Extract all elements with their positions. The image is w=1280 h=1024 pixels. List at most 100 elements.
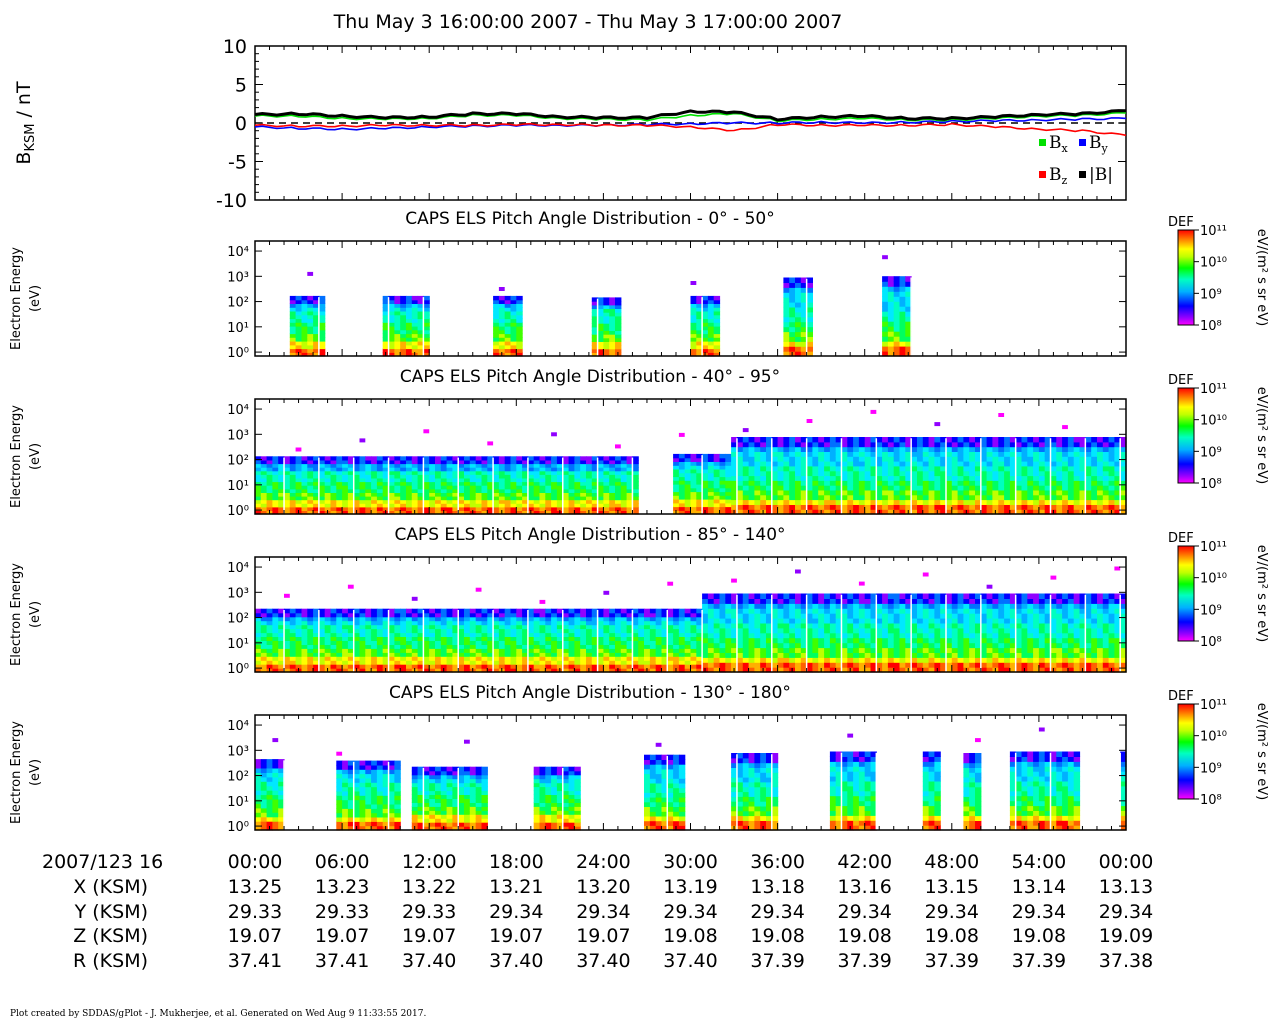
spectro-cell [1102, 451, 1110, 457]
spectro-cell [835, 499, 843, 505]
spectro-cell [318, 344, 326, 350]
spectro-cell [307, 499, 314, 504]
spectro-cell [539, 463, 546, 468]
spectro-cell [690, 348, 697, 353]
spectro-cell [626, 628, 633, 634]
spectro-cell [568, 456, 575, 461]
spectro-cell [661, 620, 668, 626]
spectro-cell [690, 483, 697, 489]
spectro-cell [1067, 465, 1075, 472]
spectro-cell [400, 640, 407, 645]
spectro-cell [510, 348, 517, 353]
spectro-cell [545, 488, 552, 493]
spectro-cell [452, 652, 459, 657]
spectro-cell [493, 467, 500, 472]
spectro-cell [278, 656, 285, 661]
spectro-cell [510, 325, 517, 331]
spectro-cell [684, 640, 692, 645]
spectro-cell [609, 341, 616, 346]
spectro-cell [725, 598, 732, 604]
spectro-cell [667, 664, 674, 669]
spectro-cell [504, 628, 512, 634]
spectro-cell [864, 509, 872, 515]
spectro-cell [464, 608, 471, 614]
spectro-cell [1073, 451, 1081, 457]
spectro-speck [690, 281, 697, 285]
spectro-cell [400, 664, 407, 669]
spectro-cell [516, 314, 523, 320]
spectro-cell [609, 348, 616, 353]
spectro-cell [696, 337, 703, 342]
spectro-cell [893, 437, 901, 443]
spectro-cell [1009, 470, 1017, 477]
spectro-cell [829, 475, 837, 481]
spectro-cell [510, 660, 517, 665]
spectro-cell [911, 437, 918, 443]
spectro-cell [318, 303, 326, 308]
spectro-cell [568, 488, 575, 493]
spectro-cell [1004, 480, 1011, 486]
spectro-cell [603, 467, 610, 472]
spectro-cell [1038, 504, 1046, 510]
spectro-cell [754, 446, 761, 452]
spectro-cell [376, 664, 384, 669]
spectro-cell [452, 624, 459, 630]
spectro-cell [318, 636, 326, 641]
spectro-cell [609, 334, 616, 339]
spectro-cell [411, 310, 419, 316]
spectro-cell [882, 437, 889, 443]
spectro-cell [1044, 461, 1052, 467]
spectro-cell [562, 640, 570, 645]
spectro-cell [829, 470, 837, 477]
spectro-cell [452, 616, 459, 622]
spectro-cell [713, 322, 721, 327]
spectro-cell [382, 612, 390, 618]
spectro-cell [382, 608, 390, 614]
spectro-cell [696, 616, 703, 622]
spectro-cell [899, 489, 906, 496]
spectro-cell [824, 480, 831, 486]
spectro-cell [905, 346, 912, 352]
spectro-cell [353, 463, 361, 468]
spectro-cell [893, 446, 901, 452]
spectro-cell [998, 461, 1005, 467]
spectro-cell [702, 647, 709, 653]
spectro-cell [516, 485, 523, 490]
colorbar-unit: eV/(m² s sr eV) [1254, 229, 1269, 326]
spectro-cell [260, 485, 268, 490]
spectro-cell [858, 461, 866, 467]
spectro-cell [464, 612, 471, 618]
spectro-cell [644, 644, 651, 649]
spectro-cell [934, 461, 941, 467]
spectro-cell [556, 664, 564, 669]
spectro-cell [545, 510, 552, 515]
spectro-cell [795, 451, 802, 457]
spectro-cell [376, 632, 384, 637]
spectro-cell [858, 437, 866, 443]
spectro-cell [1091, 475, 1098, 481]
spectro-cell [527, 492, 535, 497]
spectro-cell [690, 652, 697, 657]
spectro-cell [992, 489, 999, 496]
spectro-cell [719, 510, 726, 515]
spectro-cell [562, 648, 570, 653]
spectro-cell [649, 616, 657, 622]
spectro-cell [435, 485, 442, 490]
spectro-cell [313, 318, 320, 323]
spectro-cell [522, 510, 529, 515]
spectro-cell [829, 480, 837, 486]
spectro-cell [388, 503, 395, 508]
spectro-cell [673, 632, 680, 637]
spectro-cell [678, 472, 686, 478]
spectro-cell [777, 647, 784, 653]
spectro-cell [446, 467, 453, 472]
spectro-cell [858, 446, 866, 452]
spectro-cell [934, 499, 941, 505]
spectro-cell [382, 303, 390, 308]
spectro-cell [307, 325, 314, 331]
spectro-cell [678, 624, 686, 630]
spectro-cell [493, 318, 500, 323]
spectro-cell [690, 668, 697, 673]
spectro-cell [289, 660, 297, 665]
spectro-cell [1027, 461, 1034, 467]
